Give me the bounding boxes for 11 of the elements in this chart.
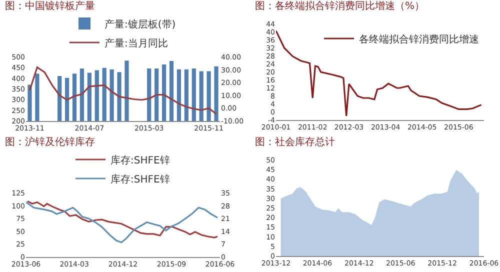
line-series (28, 66, 218, 115)
legend-label: 产量:镀层板(带) (104, 18, 176, 30)
legend-label: 产量:当月同比 (104, 37, 168, 50)
line-series (276, 30, 482, 117)
chart-title: 图：沪锌及伦锌库存 (5, 136, 95, 148)
legend-label: 库存:SHFE锌 (110, 154, 170, 166)
chart-title: 图：中国镀锌板产量 (5, 0, 95, 12)
legend-label: 库存:SHFE锌 (110, 173, 170, 186)
chart-title: 图：社会库存总计 (255, 136, 335, 148)
legend-label: 各终端拟合锌消费同比增速 (359, 33, 479, 46)
chart-title: 图：各终端拟合锌消费同比增速（%） (255, 0, 425, 12)
